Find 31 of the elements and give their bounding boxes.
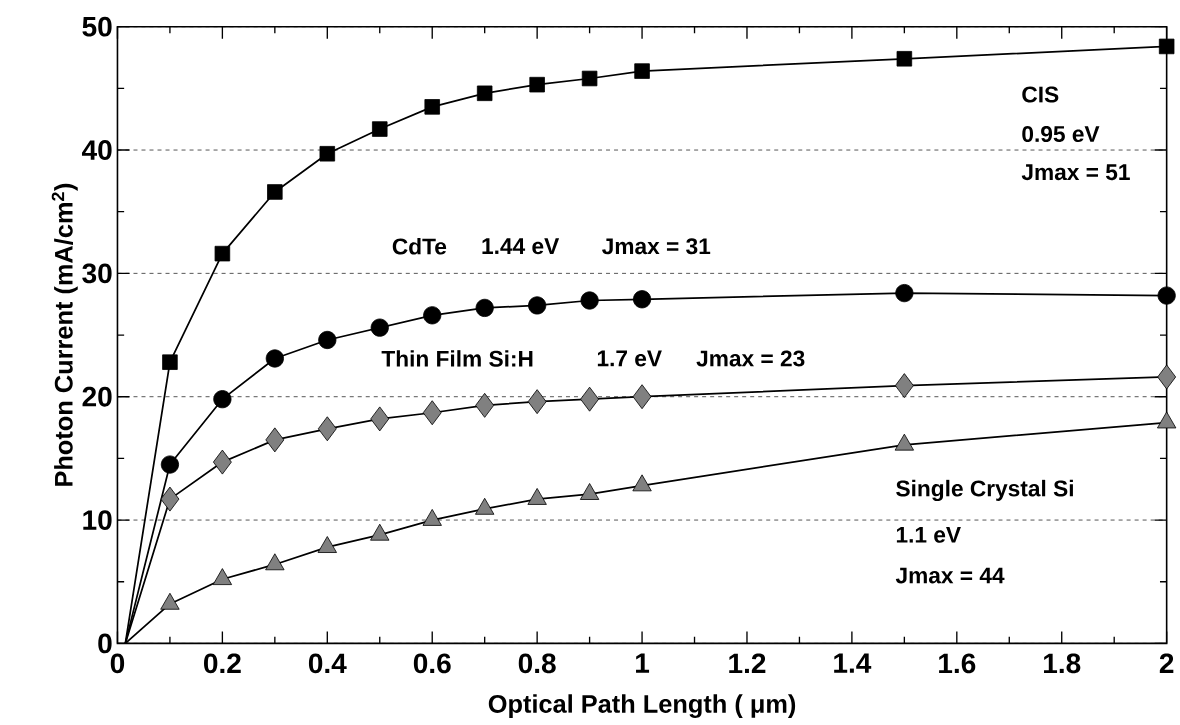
- x-tick-label: 0: [110, 653, 125, 674]
- annotation: CdTe: [392, 237, 447, 255]
- annotation: CIS: [1022, 86, 1059, 103]
- x-tick-label: 0.4: [308, 653, 347, 674]
- x-tick-label: 0.8: [518, 653, 556, 674]
- y-axis-title: Photon Current (mA/cm$^{2}$): [51, 183, 78, 486]
- annotation: 0.95 eV: [1022, 125, 1100, 142]
- y-tick-label: 10: [83, 509, 112, 530]
- y-tick-label: 50: [82, 16, 112, 37]
- x-tick-label: 2: [1159, 653, 1174, 673]
- annotation: 1.7 eV: [597, 350, 662, 367]
- y-tick-label: 20: [82, 386, 112, 407]
- y-tick-label: 40: [81, 139, 112, 160]
- y-tick-label: 30: [82, 263, 112, 284]
- y-tick-label: 0: [98, 633, 112, 654]
- x-axis-title: Optical Path Length ( μm): [488, 694, 796, 718]
- annotation: 1.1 eV: [896, 526, 961, 543]
- x-tick-label: 1.2: [729, 653, 766, 673]
- annotation: Jmax = 23: [696, 350, 805, 367]
- annotation: Jmax = 51: [1021, 164, 1130, 180]
- x-tick-label: 1.6: [939, 653, 976, 674]
- annotation: Jmax = 31: [602, 237, 711, 255]
- annotation: 1.44 eV: [482, 238, 560, 254]
- annotation: Single Crystal Si: [896, 479, 1073, 501]
- x-tick-label: 0.6: [413, 653, 451, 674]
- x-tick-label: 0.2: [204, 653, 241, 674]
- x-tick-label: 1: [636, 653, 650, 673]
- annotation: Thin Film Si:H: [381, 349, 533, 367]
- x-tick-label: 1.8: [1044, 653, 1081, 674]
- x-tick-label: 1.4: [834, 653, 872, 673]
- annotation: Jmax = 44: [895, 567, 1005, 584]
